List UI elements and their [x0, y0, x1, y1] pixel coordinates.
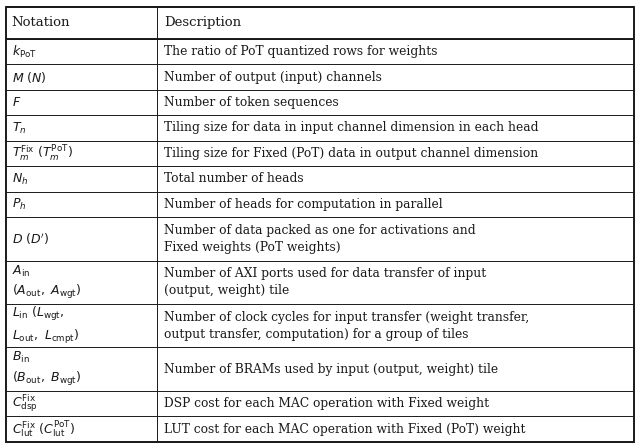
Text: $F$: $F$	[12, 96, 21, 109]
Text: Notation: Notation	[12, 16, 70, 29]
Text: Number of AXI ports used for data transfer of input
(output, weight) tile: Number of AXI ports used for data transf…	[164, 267, 487, 297]
Text: $D$ $(D')$: $D$ $(D')$	[12, 231, 49, 247]
Text: Tiling size for Fixed (PoT) data in output channel dimension: Tiling size for Fixed (PoT) data in outp…	[164, 147, 539, 160]
Text: $T_{m}^{\mathrm{Fix}}$ $(T_{m}^{\mathrm{PoT}})$: $T_{m}^{\mathrm{Fix}}$ $(T_{m}^{\mathrm{…	[12, 144, 72, 163]
Text: Number of BRAMs used by input (output, weight) tile: Number of BRAMs used by input (output, w…	[164, 363, 499, 376]
Text: $T_{n}$: $T_{n}$	[12, 121, 26, 136]
Text: $P_{h}$: $P_{h}$	[12, 197, 26, 212]
Text: Total number of heads: Total number of heads	[164, 173, 304, 186]
Text: $L_{\mathrm{in}}$ $(L_{\mathrm{wgt}},$
$L_{\mathrm{out}},\ L_{\mathrm{cmpt}})$: $L_{\mathrm{in}}$ $(L_{\mathrm{wgt}},$ $…	[12, 305, 79, 346]
Text: Number of data packed as one for activations and
Fixed weights (PoT weights): Number of data packed as one for activat…	[164, 224, 476, 254]
Text: Tiling size for data in input channel dimension in each head: Tiling size for data in input channel di…	[164, 121, 539, 134]
Text: $A_{\mathrm{in}}$
$(A_{\mathrm{out}},\ A_{\mathrm{wgt}})$: $A_{\mathrm{in}}$ $(A_{\mathrm{out}},\ A…	[12, 263, 81, 301]
Text: $N_{h}$: $N_{h}$	[12, 171, 28, 186]
Text: Number of token sequences: Number of token sequences	[164, 96, 339, 109]
Text: DSP cost for each MAC operation with Fixed weight: DSP cost for each MAC operation with Fix…	[164, 397, 490, 410]
Text: Number of clock cycles for input transfer (weight transfer,
output transfer, com: Number of clock cycles for input transfe…	[164, 311, 530, 341]
Text: The ratio of PoT quantized rows for weights: The ratio of PoT quantized rows for weig…	[164, 45, 438, 58]
Text: $C_{\mathrm{dsp}}^{\mathrm{Fix}}$: $C_{\mathrm{dsp}}^{\mathrm{Fix}}$	[12, 393, 37, 414]
Text: $B_{\mathrm{in}}$
$(B_{\mathrm{out}},\ B_{\mathrm{wgt}})$: $B_{\mathrm{in}}$ $(B_{\mathrm{out}},\ B…	[12, 350, 81, 388]
Text: Description: Description	[164, 16, 242, 29]
Text: Number of heads for computation in parallel: Number of heads for computation in paral…	[164, 198, 443, 211]
Text: $M$ $(N)$: $M$ $(N)$	[12, 69, 46, 85]
Text: $k_{\mathrm{PoT}}$: $k_{\mathrm{PoT}}$	[12, 44, 36, 60]
Text: $C_{\mathrm{lut}}^{\mathrm{Fix}}$ $(C_{\mathrm{lut}}^{\mathrm{PoT}})$: $C_{\mathrm{lut}}^{\mathrm{Fix}}$ $(C_{\…	[12, 419, 75, 439]
Text: Number of output (input) channels: Number of output (input) channels	[164, 70, 382, 84]
Text: LUT cost for each MAC operation with Fixed (PoT) weight: LUT cost for each MAC operation with Fix…	[164, 423, 526, 436]
